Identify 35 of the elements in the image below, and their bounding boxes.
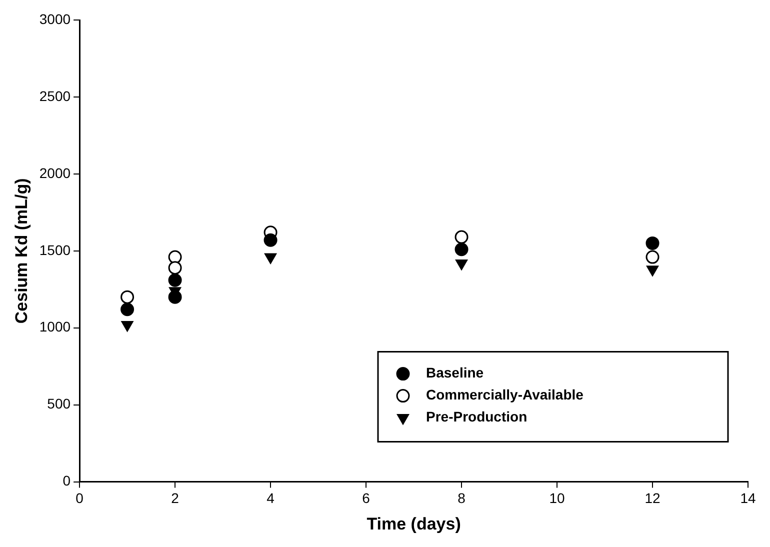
point [121, 321, 134, 332]
y-tick-label: 1500 [39, 242, 71, 258]
y-tick-label: 2000 [39, 164, 71, 181]
point [168, 261, 182, 275]
y-tick-label: 1000 [39, 318, 71, 335]
x-tick-label: 2 [171, 490, 180, 506]
point [646, 266, 658, 276]
point [646, 236, 660, 250]
point [168, 250, 182, 264]
point [168, 273, 182, 287]
legend-label: Baseline [426, 364, 484, 381]
legend-label: Commercially-Available [426, 386, 584, 403]
point [120, 302, 134, 316]
y-tick-label: 3000 [39, 10, 71, 27]
point [120, 290, 134, 304]
point [264, 233, 278, 247]
y-tick-label: 500 [47, 396, 71, 412]
x-tick-label: 0 [76, 490, 84, 506]
x-tick-label: 12 [644, 490, 661, 506]
y-axis-title: Cesium Kd (mL/g) [12, 178, 31, 324]
legend-label: Pre-Production [426, 408, 528, 425]
point [454, 230, 468, 244]
x-tick-label: 10 [549, 490, 566, 506]
point [168, 290, 182, 304]
x-tick-label: 4 [266, 490, 275, 506]
x-axis-title: Time (days) [366, 514, 461, 534]
y-tick-label: 0 [62, 472, 71, 489]
y-tick-label: 2500 [39, 88, 71, 104]
point [456, 259, 468, 270]
point [646, 250, 660, 264]
x-tick-label: 8 [458, 490, 466, 506]
x-tick-label: 14 [740, 490, 756, 506]
x-tick-label: 6 [362, 490, 370, 506]
point [264, 253, 276, 264]
point [454, 242, 468, 256]
